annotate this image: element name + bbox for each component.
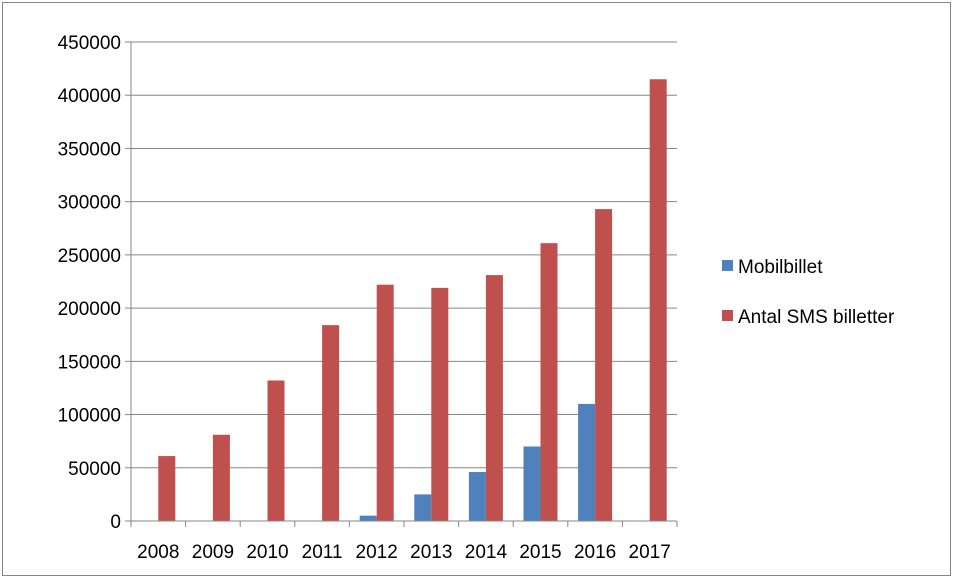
- y-tick-label: 0: [110, 512, 121, 533]
- bar-sms-billetter-2008: [158, 456, 176, 521]
- axes: [125, 41, 678, 527]
- x-tick-label: 2008: [137, 542, 179, 563]
- bars: [158, 79, 667, 521]
- bar-sms-billetter-2009: [212, 434, 230, 521]
- y-tick-label: 400000: [58, 86, 121, 107]
- y-tick-label: 150000: [58, 352, 121, 373]
- bar-sms-billetter-2017: [649, 79, 667, 521]
- bar-mobilbillet-2014: [468, 472, 486, 521]
- y-tick-label: 300000: [58, 193, 121, 214]
- legend: Mobilbillet Antal SMS billetter: [722, 257, 895, 328]
- x-tick-label: 2009: [192, 542, 234, 563]
- bar-sms-billetter-2016: [595, 209, 613, 521]
- legend-label: Antal SMS billetter: [738, 307, 895, 328]
- y-tick-label: 200000: [58, 299, 121, 320]
- x-tick-labels: 2008 2009 2010 2011 2012 2013 2014 2015 2016 2017: [137, 542, 671, 563]
- x-tick-label: 2017: [629, 542, 671, 563]
- bar-sms-billetter-2010: [267, 380, 285, 521]
- bar-mobilbillet-2012: [359, 515, 377, 521]
- x-tick-label: 2016: [574, 542, 616, 563]
- bar-sms-billetter-2015: [540, 243, 558, 521]
- x-tick-label: 2013: [410, 542, 452, 563]
- y-tick-label: 350000: [58, 139, 121, 160]
- y-tick-label: 50000: [68, 459, 121, 480]
- y-tick-label: 450000: [58, 33, 121, 54]
- y-tick-labels: 0 50000 100000 150000 200000 250000 300000 3500…: [58, 33, 121, 533]
- y-tick-label: 100000: [58, 406, 121, 427]
- bar-mobilbillet-2013: [414, 494, 432, 521]
- legend-swatch: [722, 310, 733, 321]
- x-tick-label: 2012: [356, 542, 398, 563]
- bar-sms-billetter-2014: [485, 275, 503, 521]
- bar-mobilbillet-2015: [523, 446, 541, 521]
- x-tick-label: 2010: [246, 542, 288, 563]
- bar-sms-billetter-2012: [376, 284, 394, 521]
- bar-sms-billetter-2013: [431, 287, 449, 521]
- x-tick-label: 2015: [519, 542, 561, 563]
- x-tick-label: 2014: [465, 542, 508, 563]
- legend-swatch: [722, 260, 733, 271]
- bar-mobilbillet-2016: [578, 403, 596, 521]
- y-tick-label: 250000: [58, 246, 121, 267]
- bar-sms-billetter-2011: [322, 325, 340, 521]
- legend-label: Mobilbillet: [738, 257, 823, 278]
- x-tick-label: 2011: [302, 542, 343, 563]
